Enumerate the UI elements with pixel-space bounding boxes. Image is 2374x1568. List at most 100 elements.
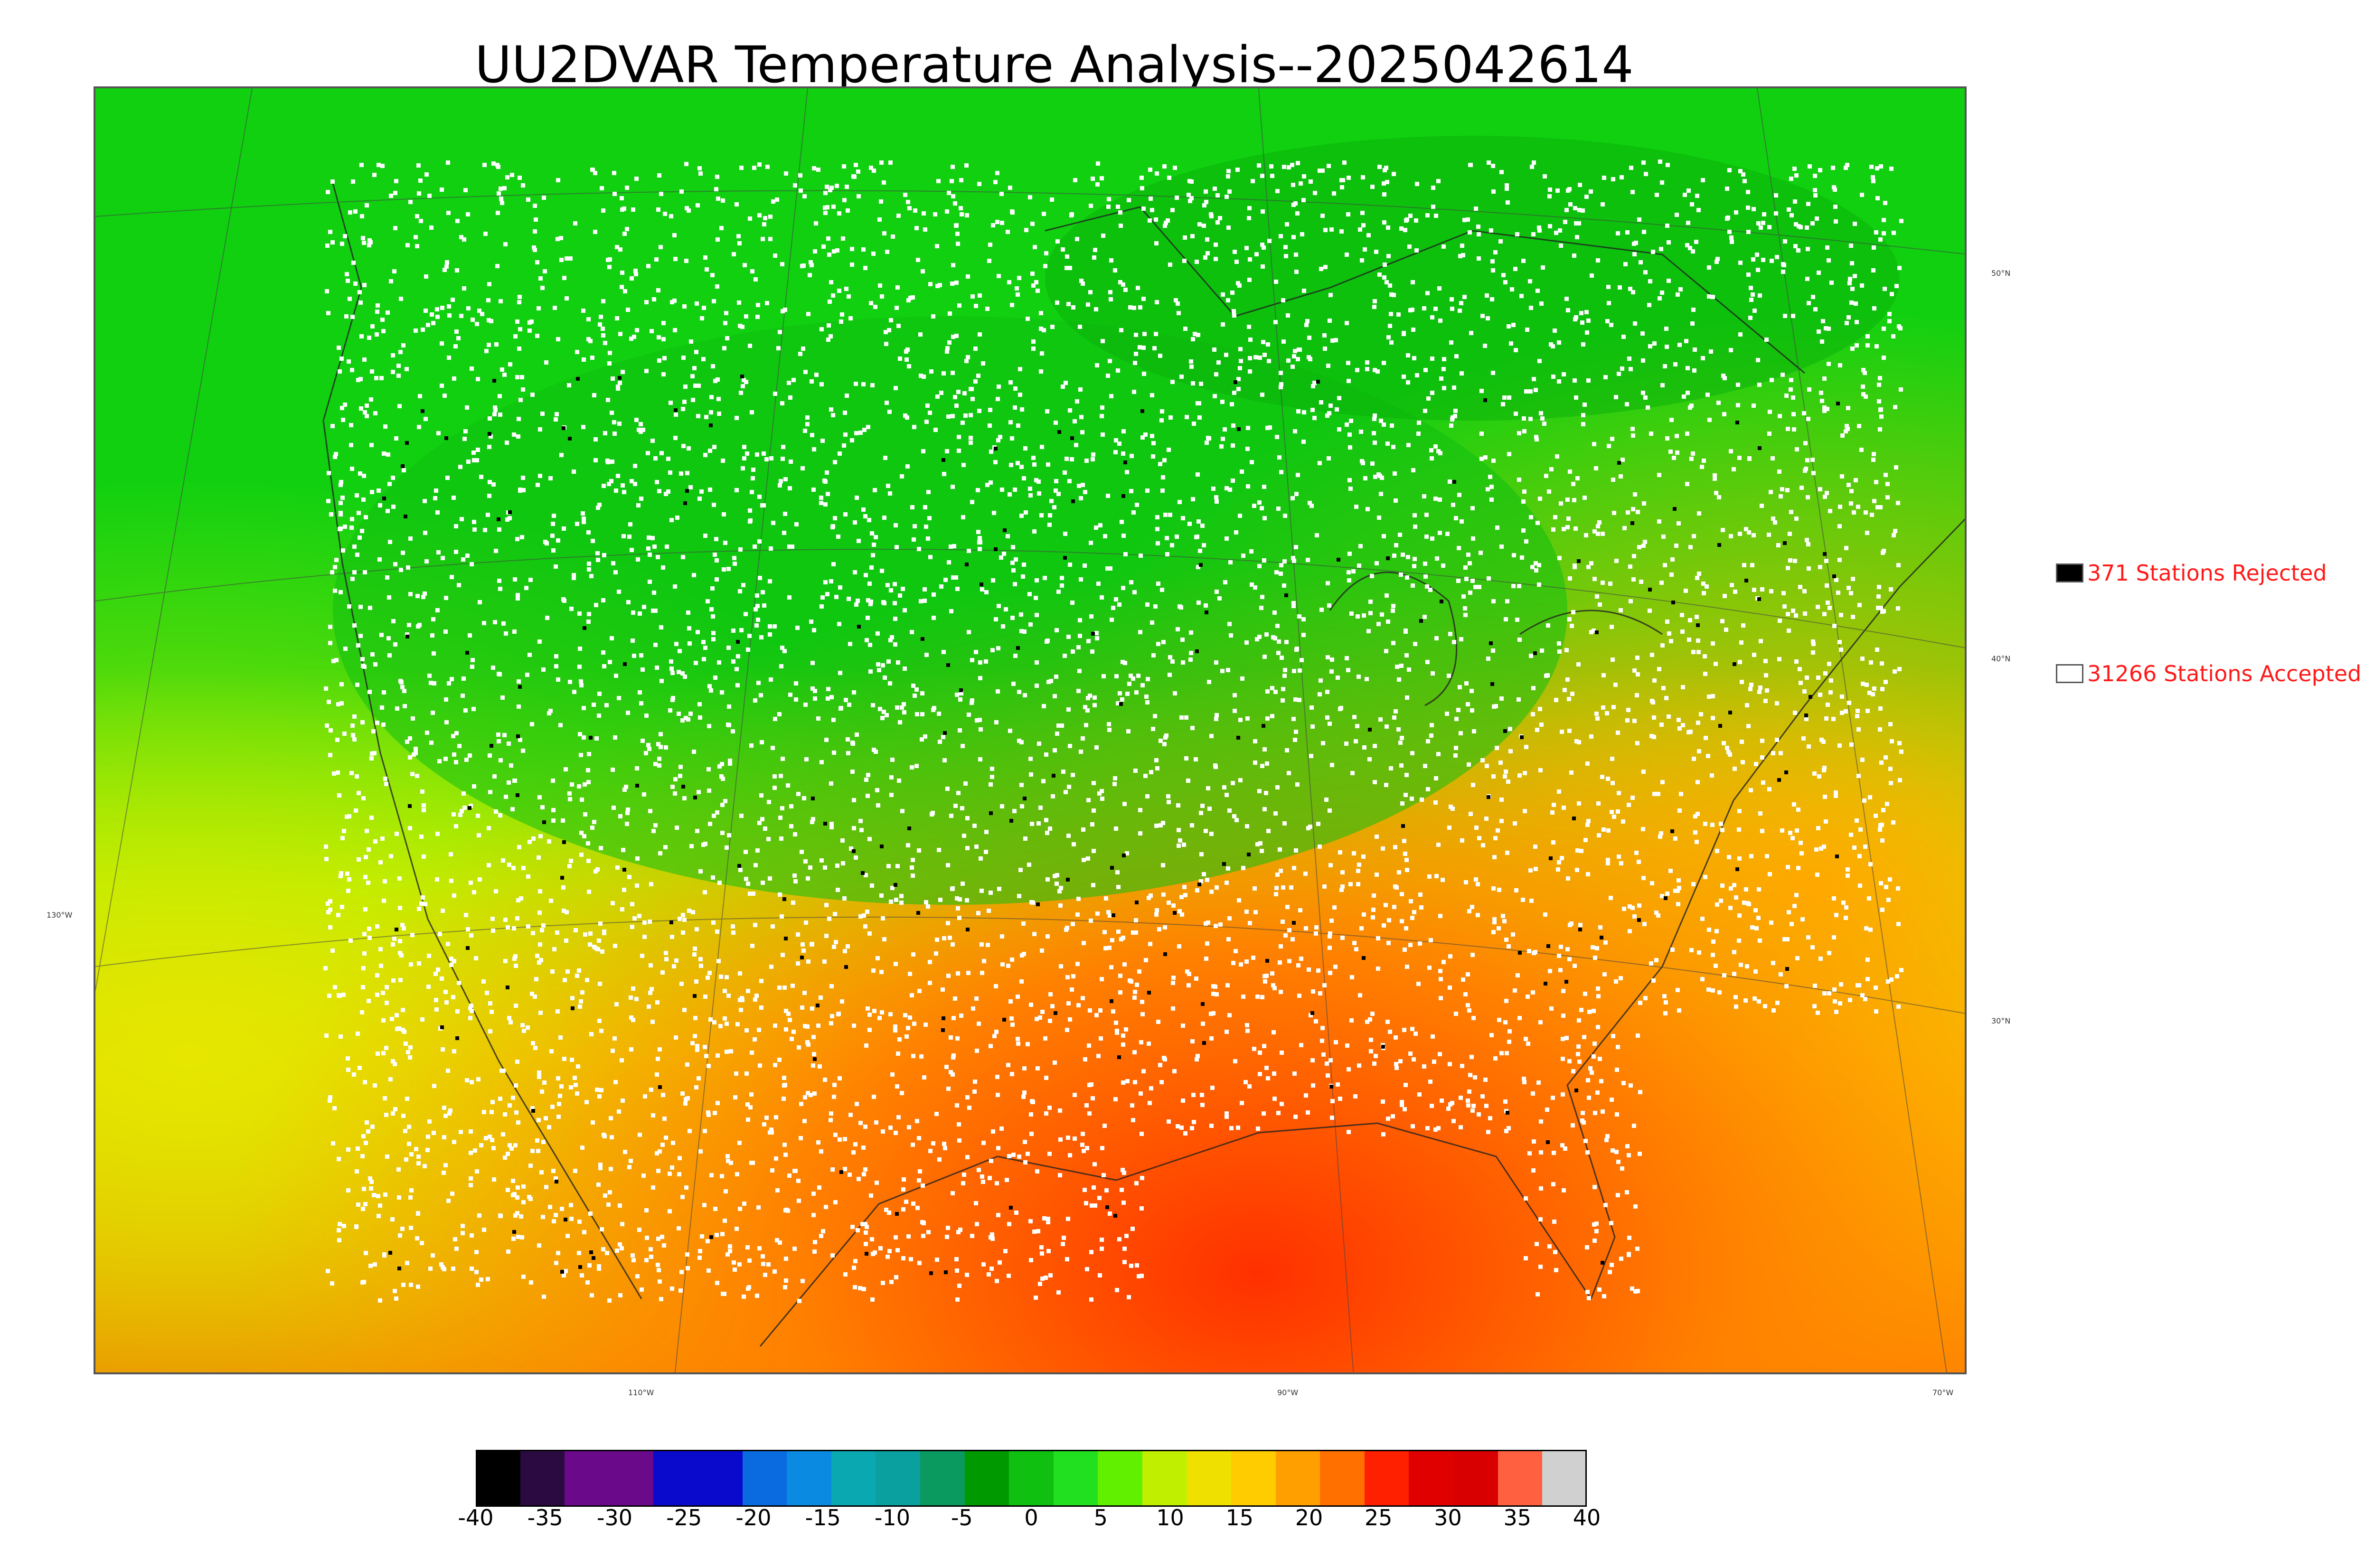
station-accepted-dot: [843, 512, 848, 516]
station-accepted-dot: [537, 1118, 541, 1122]
station-accepted-dot: [903, 413, 907, 418]
station-accepted-dot: [1460, 244, 1464, 248]
station-accepted-dot: [726, 1159, 730, 1163]
station-accepted-dot: [604, 703, 609, 707]
station-accepted-dot: [470, 665, 474, 669]
station-accepted-dot: [1011, 682, 1016, 686]
station-accepted-dot: [1081, 827, 1085, 832]
station-accepted-dot: [657, 757, 661, 761]
station-accepted-dot: [1272, 1030, 1276, 1034]
station-accepted-dot: [928, 981, 932, 985]
station-accepted-dot: [336, 913, 340, 917]
station-accepted-dot: [847, 294, 851, 299]
station-accepted-dot: [1630, 906, 1635, 910]
station-accepted-dot: [417, 425, 421, 429]
station-accepted-dot: [1601, 1109, 1605, 1114]
station-accepted-dot: [1413, 557, 1417, 561]
station-accepted-dot: [1213, 394, 1217, 398]
station-accepted-dot: [1827, 662, 1831, 666]
station-accepted-dot: [855, 1102, 859, 1106]
station-accepted-dot: [1760, 504, 1764, 508]
station-accepted-dot: [349, 423, 353, 427]
station-accepted-dot: [1285, 222, 1289, 226]
station-accepted-dot: [641, 667, 645, 672]
station-accepted-dot: [1055, 882, 1059, 886]
station-accepted-dot: [670, 300, 674, 304]
station-accepted-dot: [1361, 854, 1366, 859]
station-accepted-dot: [716, 1101, 720, 1105]
station-accepted-dot: [426, 1135, 430, 1139]
station-accepted-dot: [759, 635, 763, 639]
station-accepted-dot: [1100, 1247, 1104, 1251]
station-accepted-dot: [587, 567, 591, 572]
station-accepted-dot: [1013, 386, 1017, 391]
station-accepted-dot: [1264, 791, 1268, 795]
station-accepted-dot: [534, 977, 538, 981]
station-accepted-dot: [561, 885, 565, 890]
station-accepted-dot: [1327, 164, 1331, 168]
station-accepted-dot: [1592, 1185, 1597, 1189]
station-accepted-dot: [796, 961, 800, 966]
station-accepted-dot: [488, 1029, 492, 1033]
station-accepted-dot: [1328, 946, 1332, 950]
station-accepted-dot: [1225, 983, 1230, 987]
station-accepted-dot: [1120, 520, 1124, 524]
station-accepted-dot: [1541, 265, 1545, 270]
station-accepted-dot: [891, 235, 895, 239]
temperature-map[interactable]: [94, 86, 1967, 1374]
station-accepted-dot: [424, 417, 428, 421]
station-accepted-dot: [1083, 1057, 1087, 1061]
station-accepted-dot: [1608, 1270, 1612, 1274]
station-accepted-dot: [1811, 650, 1815, 655]
station-accepted-dot: [556, 538, 560, 543]
station-accepted-dot: [754, 863, 758, 867]
station-accepted-dot: [1492, 920, 1497, 924]
station-accepted-dot: [1434, 214, 1438, 218]
station-accepted-dot: [1009, 1016, 1014, 1021]
station-accepted-dot: [1654, 911, 1658, 915]
station-accepted-dot: [947, 560, 951, 564]
station-accepted-dot: [358, 471, 362, 476]
station-accepted-dot: [1373, 299, 1377, 303]
station-accepted-dot: [976, 374, 980, 378]
station-accepted-dot: [538, 889, 542, 893]
station-accepted-dot: [1611, 1034, 1615, 1038]
station-accepted-dot: [1195, 1057, 1199, 1061]
station-accepted-dot: [1667, 631, 1671, 636]
station-accepted-dot: [1637, 545, 1641, 549]
station-accepted-dot: [1121, 936, 1125, 940]
station-accepted-dot: [895, 306, 899, 310]
station-accepted-dot: [1691, 650, 1696, 654]
station-accepted-dot: [1114, 674, 1119, 678]
station-accepted-dot: [1402, 375, 1406, 379]
station-accepted-dot: [722, 346, 726, 350]
station-accepted-dot: [1440, 1099, 1444, 1103]
station-accepted-dot: [350, 723, 355, 728]
station-accepted-dot: [826, 492, 830, 496]
station-accepted-dot: [1818, 693, 1822, 697]
station-accepted-dot: [881, 1129, 885, 1134]
station-accepted-dot: [1224, 353, 1228, 357]
station-accepted-dot: [735, 1172, 739, 1176]
station-accepted-dot: [1673, 836, 1677, 841]
station-accepted-dot: [981, 361, 985, 366]
station-accepted-dot: [1244, 910, 1249, 914]
station-accepted-dot: [343, 525, 347, 529]
station-accepted-dot: [1001, 624, 1005, 629]
station-accepted-dot: [1329, 919, 1334, 923]
station-accepted-dot: [997, 887, 1001, 891]
station-accepted-dot: [1123, 552, 1128, 556]
station-accepted-dot: [590, 826, 594, 830]
station-accepted-dot: [1774, 193, 1778, 197]
station-accepted-dot: [843, 1167, 847, 1171]
station-accepted-dot: [466, 927, 470, 931]
station-accepted-dot: [1586, 378, 1591, 383]
station-accepted-dot: [965, 1155, 970, 1159]
station-accepted-dot: [1534, 561, 1538, 565]
station-accepted-dot: [1028, 622, 1033, 627]
station-accepted-dot: [606, 258, 610, 262]
station-accepted-dot: [1239, 359, 1243, 363]
station-accepted-dot: [811, 1035, 816, 1039]
station-accepted-dot: [906, 298, 911, 302]
station-accepted-dot: [623, 289, 627, 293]
